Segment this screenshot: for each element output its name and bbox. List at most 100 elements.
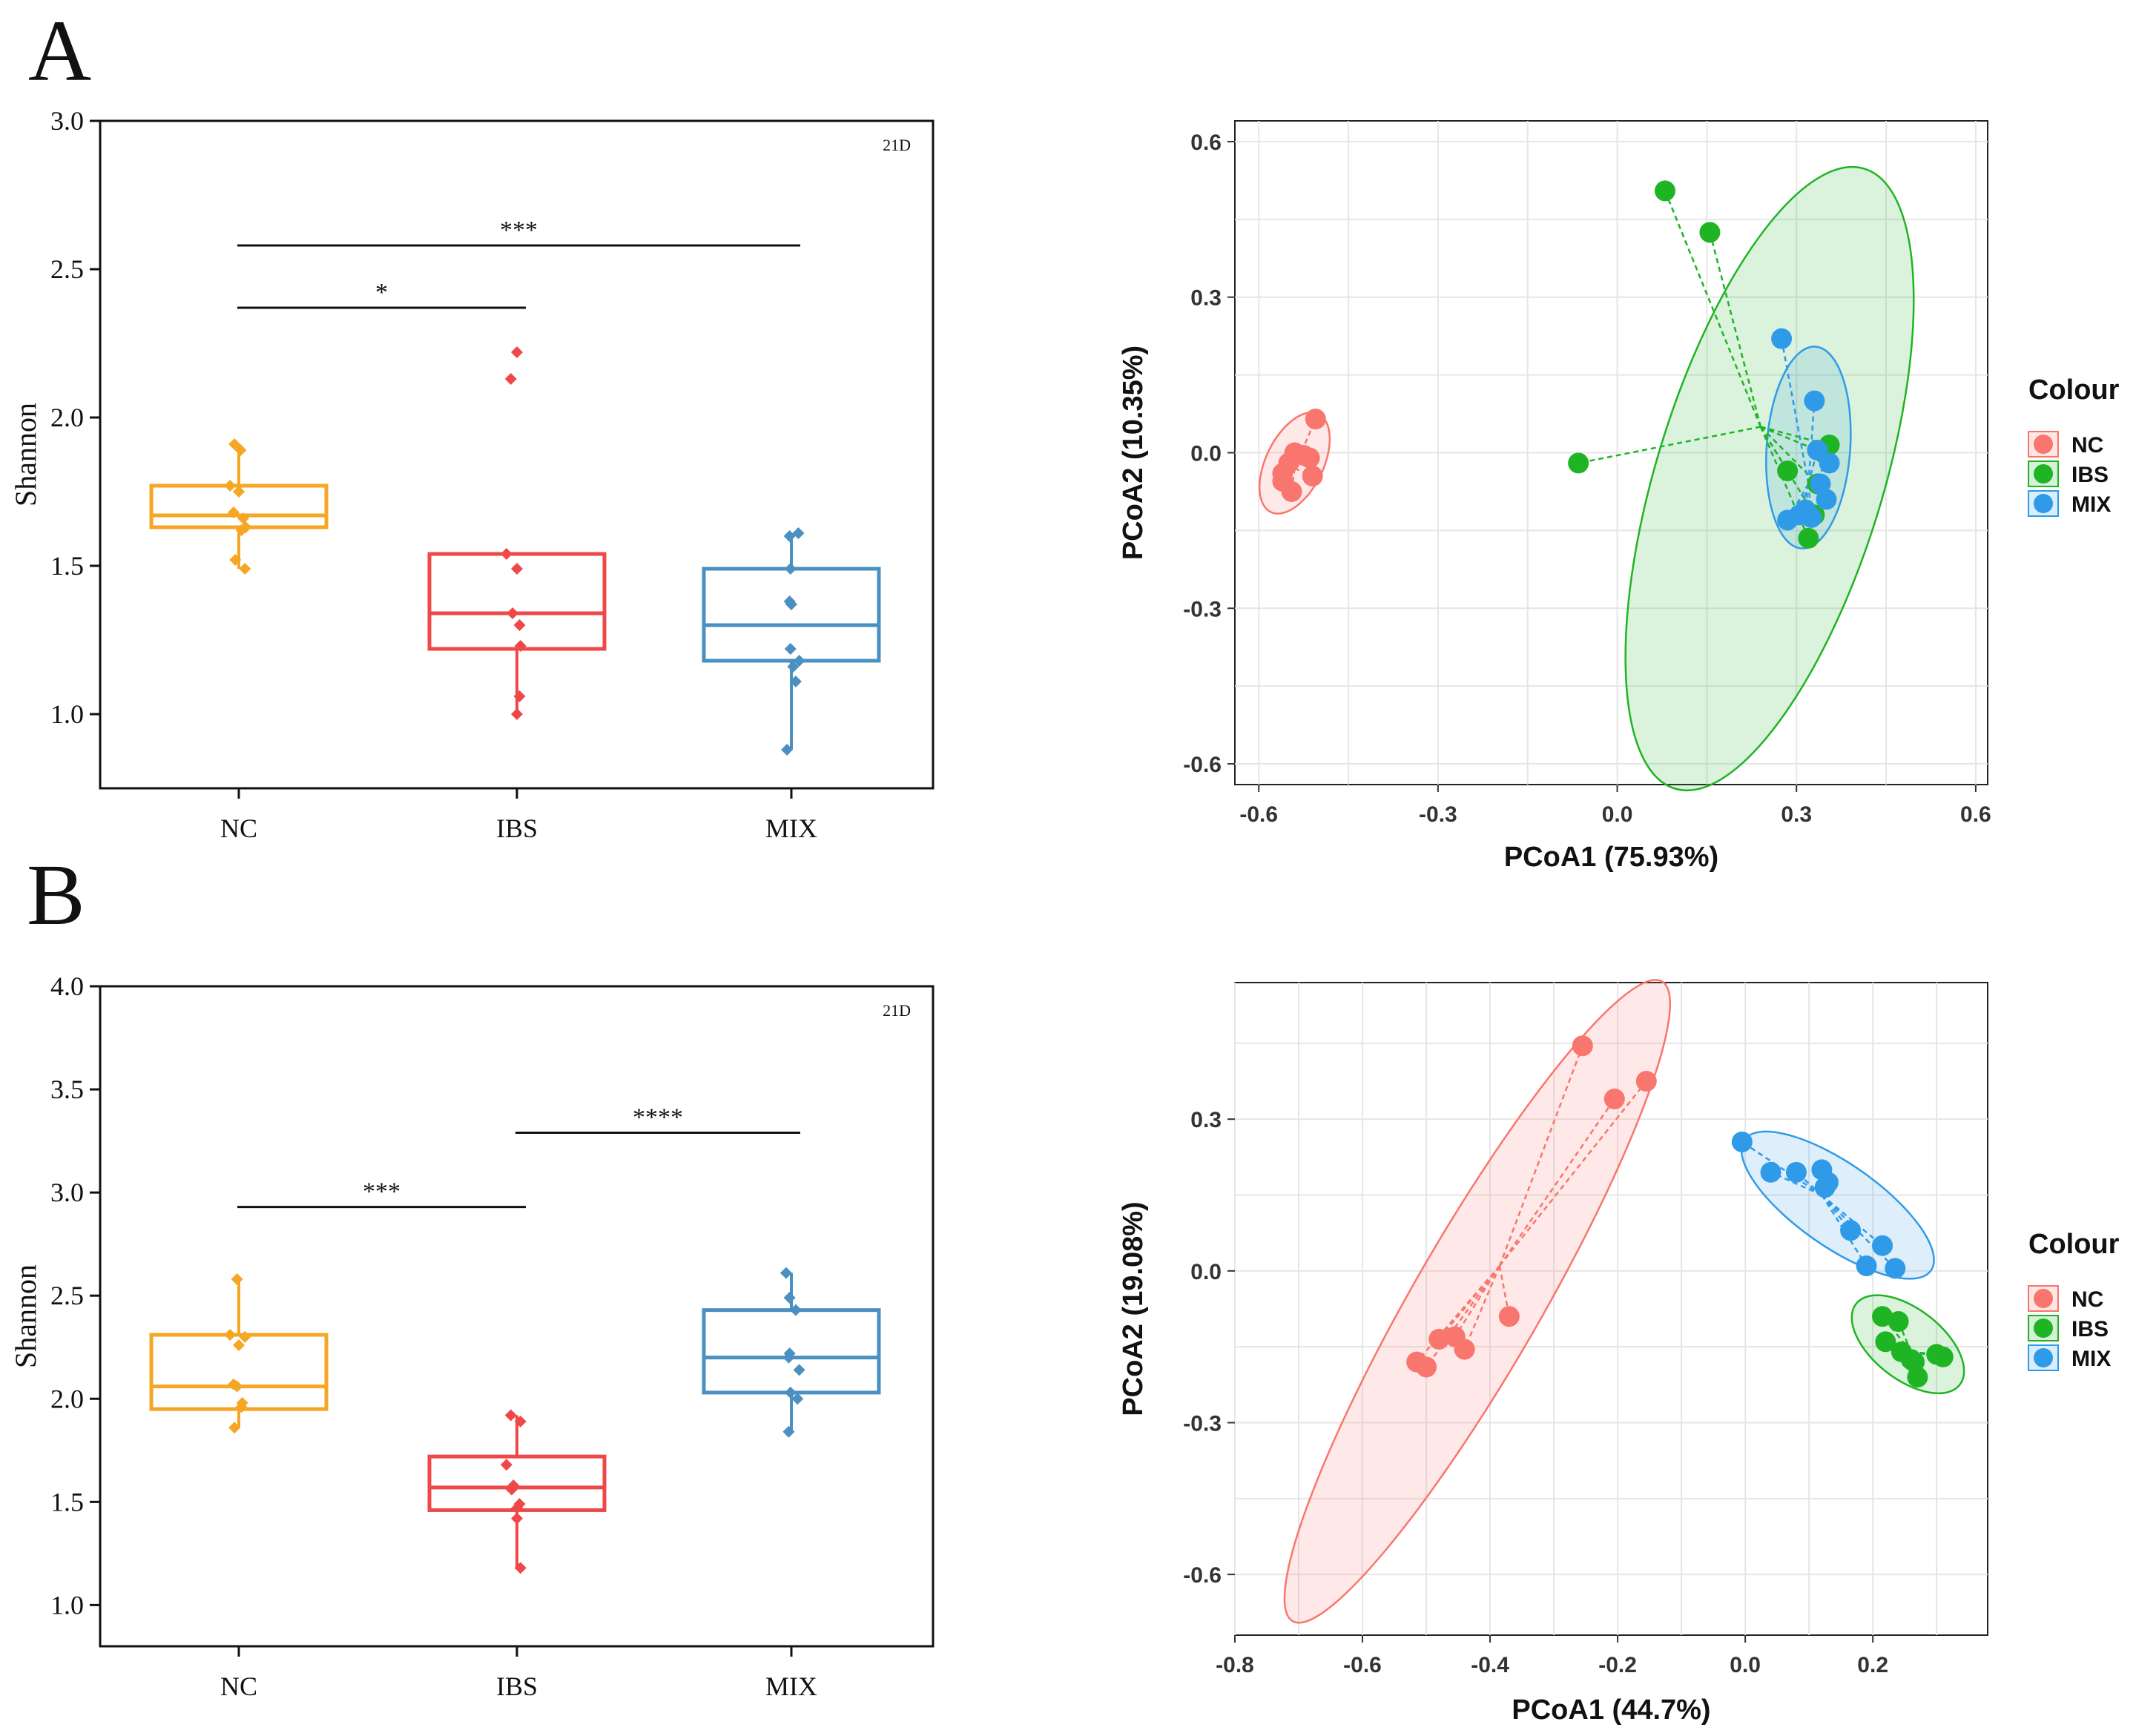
sample-point-nc <box>1302 465 1323 486</box>
legend-marker <box>2034 1289 2053 1308</box>
x-tick-label: 0.0 <box>1730 1653 1761 1677</box>
data-point <box>511 1502 523 1514</box>
x-tick-label: -0.4 <box>1471 1653 1509 1677</box>
y-tick-label: 3.0 <box>50 106 84 136</box>
centroid-spoke <box>1821 1194 1868 1267</box>
centroid-spoke <box>1741 1141 1823 1196</box>
data-point <box>235 1401 248 1413</box>
sample-point-ibs <box>1875 1331 1896 1353</box>
centroid-spoke <box>1709 232 1762 427</box>
sample-point-ibs <box>1888 1311 1909 1333</box>
y-tick-label: 1.5 <box>50 1487 84 1516</box>
centroid-spoke <box>1787 483 1810 521</box>
sample-point-mix <box>1801 506 1822 528</box>
x-tick-label: -0.2 <box>1598 1653 1637 1677</box>
y-tick-label: 4.0 <box>50 971 84 1001</box>
significance-label: *** <box>363 1178 400 1206</box>
sample-point-nc <box>1572 1035 1593 1057</box>
time-tag: 21D <box>883 136 911 154</box>
sample-point-mix <box>1760 1161 1781 1183</box>
sample-point-nc <box>1444 1326 1466 1347</box>
x-tick-label: IBS <box>496 1671 538 1701</box>
centroid-spoke <box>1498 1098 1615 1267</box>
x-tick-label: -0.8 <box>1216 1653 1254 1677</box>
data-point <box>511 708 523 720</box>
y-tick-label: -0.3 <box>1183 1411 1222 1436</box>
legend-label: MIX <box>2071 492 2111 517</box>
x-tick-label: -0.6 <box>1239 802 1278 827</box>
sample-point-mix <box>1816 489 1837 510</box>
data-point <box>229 554 242 566</box>
centroid-spoke <box>1498 1080 1647 1267</box>
panel-label-a: A <box>28 2 91 99</box>
sample-point-nc <box>1299 447 1320 469</box>
y-tick-label: 0.3 <box>1190 1108 1222 1132</box>
y-tick-label: 3.0 <box>50 1178 84 1207</box>
x-tick-label: MIX <box>765 1671 817 1701</box>
sample-point-ibs <box>1568 452 1589 474</box>
data-point <box>514 640 527 652</box>
centroid-spoke <box>1578 426 1761 464</box>
data-point <box>789 1304 802 1316</box>
x-tick-label: 0.6 <box>1960 802 1991 827</box>
box-ibs <box>427 552 607 651</box>
chart-b-pcoa-scatter: -0.8 -0.6 -0.4 -0.2 0.0 0.2 -0.6 -0.3 0.0 0.3 PCoA… <box>1118 979 2120 1726</box>
legend-title: Colour <box>2028 1229 2120 1260</box>
data-point <box>237 512 249 524</box>
y-axis-label: PCoA2 (10.35%) <box>1118 346 1149 560</box>
data-point <box>511 563 523 575</box>
data-point <box>783 1291 796 1304</box>
legend-marker <box>2034 1348 2053 1367</box>
sample-point-ibs <box>1907 1367 1928 1388</box>
x-tick-label: NC <box>220 813 257 843</box>
y-axis-label: Shannon <box>9 403 42 506</box>
y-tick-label: 2.5 <box>50 1281 84 1310</box>
data-point <box>224 480 237 492</box>
centroid-spoke <box>1438 1265 1500 1340</box>
y-tick-label: 0.6 <box>1190 131 1222 155</box>
legend-label: MIX <box>2071 1347 2111 1371</box>
y-tick-label: -0.6 <box>1183 753 1222 777</box>
data-point <box>784 643 797 655</box>
data-point <box>793 655 805 667</box>
data-point <box>507 607 519 619</box>
sample-point-nc <box>1603 1088 1625 1109</box>
sample-point-nc <box>1635 1071 1657 1092</box>
sample-point-mix <box>1785 1161 1807 1183</box>
x-tick-label: NC <box>220 1671 257 1701</box>
y-tick-label: -0.6 <box>1183 1563 1222 1588</box>
centroid-spoke <box>1425 1265 1500 1368</box>
y-tick-label: 0.0 <box>1190 1260 1222 1284</box>
centroid-spoke <box>1780 338 1810 484</box>
data-point <box>784 1386 797 1399</box>
y-axis-label: Shannon <box>9 1264 42 1368</box>
sample-point-nc <box>1428 1328 1450 1350</box>
data-point <box>234 444 247 456</box>
data-point <box>228 1422 241 1434</box>
x-tick-label: 0.3 <box>1781 802 1812 827</box>
panel-label-b: B <box>27 846 85 943</box>
data-point <box>784 563 797 575</box>
centroid-spoke <box>1807 400 1816 484</box>
data-point <box>513 690 526 702</box>
data-point <box>504 373 517 385</box>
centroid-spoke <box>1760 426 1819 485</box>
sample-point-ibs <box>1699 222 1721 243</box>
data-point <box>791 1393 804 1405</box>
chart-a-pcoa-scatter: -0.6 -0.3 0.0 0.3 0.6 -0.6 -0.3 0.0 0.3 0.6 PCoA1 … <box>1118 120 2120 873</box>
x-tick-label: 0.0 <box>1602 802 1633 827</box>
sample-point-mix <box>1804 390 1825 412</box>
sample-point-ibs <box>1872 1306 1893 1327</box>
y-tick-label: 0.0 <box>1190 442 1222 466</box>
data-point <box>233 486 245 498</box>
legend-label: IBS <box>2071 463 2109 487</box>
centroid-spoke <box>1664 190 1762 428</box>
y-tick-label: 1.0 <box>50 1590 84 1620</box>
x-tick-label: MIX <box>765 813 817 843</box>
y-tick-label: 2.5 <box>50 254 84 284</box>
confidence-ellipse-nc <box>1283 979 1672 1624</box>
confidence-ellipse-ibs <box>1624 165 1915 792</box>
sample-point-mix <box>1814 1177 1836 1198</box>
